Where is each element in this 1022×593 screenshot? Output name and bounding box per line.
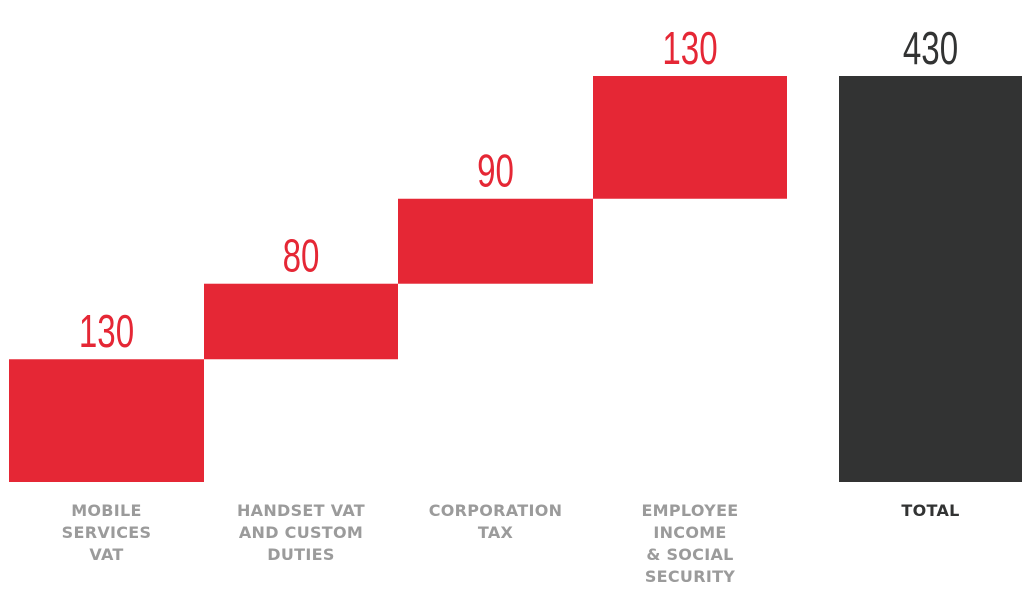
category-label-line: DUTIES (267, 545, 334, 564)
waterfall-bar (9, 359, 204, 482)
value-labels-group: 130 80 90 130 430 (79, 24, 958, 358)
category-label-line: SERVICES (62, 523, 152, 542)
category-label-line: CORPORATION (429, 501, 563, 520)
category-label: MOBILE SERVICES VAT (62, 501, 152, 564)
bar-value-label: 130 (662, 24, 717, 74)
waterfall-bar (398, 198, 593, 284)
category-label: CORPORATION TAX (429, 501, 563, 542)
category-label-line: MOBILE (71, 501, 142, 520)
total-value-label: 430 (903, 24, 958, 74)
total-bar (839, 76, 1022, 482)
category-labels-group: MOBILE SERVICES VAT HANDSET VAT AND CUSTOM DU… (62, 501, 960, 586)
total-category-label: TOTAL (901, 501, 959, 520)
category-label-line: INCOME (653, 523, 726, 542)
category-label-line: TAX (478, 523, 514, 542)
category-label-line: EMPLOYEE (641, 501, 738, 520)
waterfall-bar (204, 283, 398, 360)
category-label: EMPLOYEE INCOME & SOCIAL SECURITY (641, 501, 738, 586)
category-label-line: AND CUSTOM (239, 523, 363, 542)
category-label-line: VAT (89, 545, 123, 564)
bar-value-label: 90 (477, 147, 514, 197)
category-label-line: HANDSET VAT (237, 501, 365, 520)
waterfall-bar (593, 76, 787, 199)
category-label-line: & SOCIAL (646, 545, 733, 564)
category-label-line: SECURITY (645, 567, 735, 586)
category-label: HANDSET VAT AND CUSTOM DUTIES (237, 501, 365, 564)
category-label-line: TOTAL (901, 501, 959, 520)
bars-group (9, 76, 1022, 482)
bar-value-label: 80 (283, 232, 320, 282)
bar-value-label: 130 (79, 307, 134, 357)
